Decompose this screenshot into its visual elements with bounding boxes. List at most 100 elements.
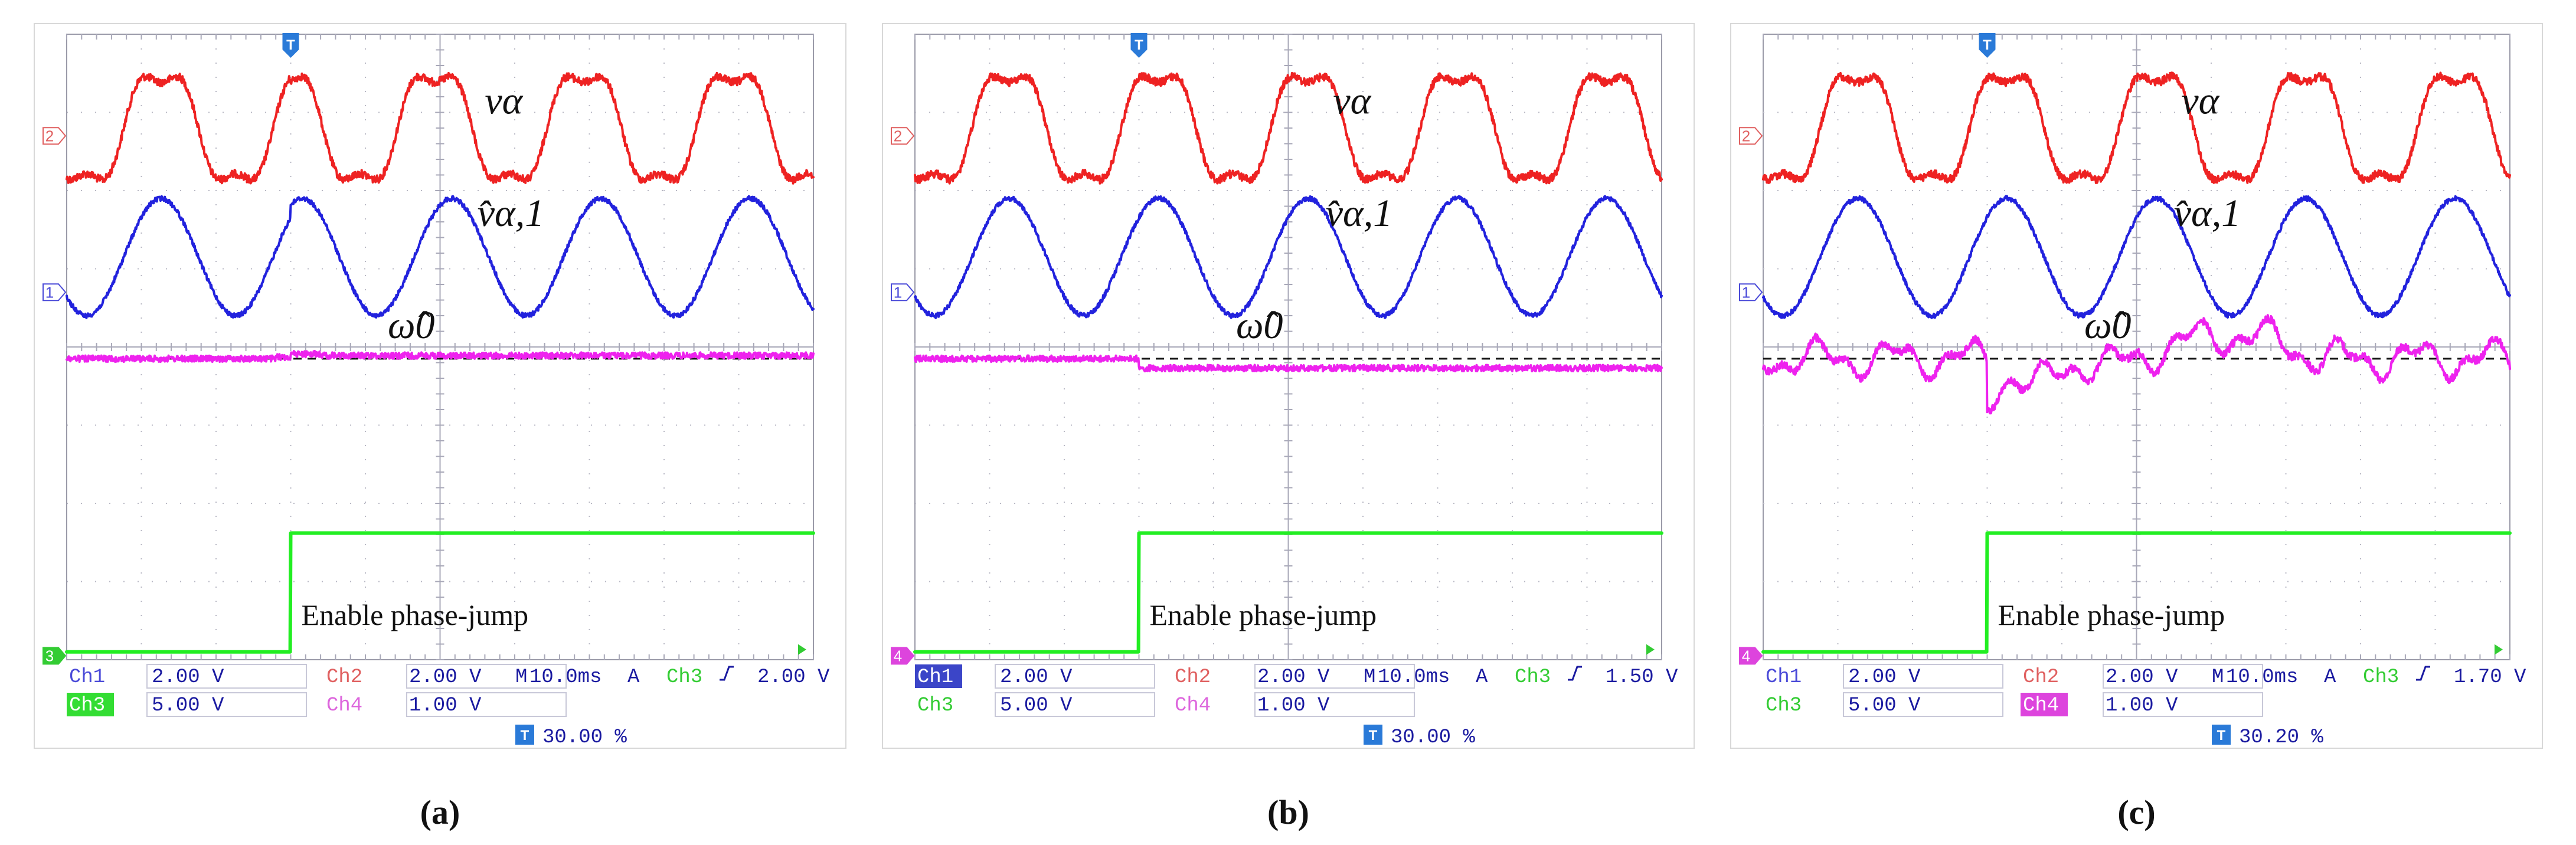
channel-scale: 1.00 V — [409, 695, 482, 717]
marker-shape — [1739, 127, 1763, 145]
trigger-label: T — [1983, 37, 1992, 53]
annotation-event: Enable phase-jump — [1998, 598, 2225, 631]
channel-label: Ch3 — [69, 695, 105, 717]
trace-v_alpha — [1762, 71, 2511, 184]
status-row1-item-3: A Ch3 2.00 V — [627, 666, 830, 689]
trigger-source: Ch3 — [666, 666, 702, 689]
channel-label: Ch1 — [917, 666, 953, 689]
trace-v_alpha — [66, 71, 815, 185]
channel-scale: 2.00 V — [1257, 666, 1330, 689]
bottom-channel-marker: 3 — [43, 647, 67, 665]
marker-label: 2 — [1742, 127, 1750, 145]
status-highlight — [915, 664, 962, 688]
status-row1-item-0: Ch1 2.00 V — [69, 666, 224, 689]
ch2-marker: 2 — [43, 127, 67, 145]
status-row1-item-3: A Ch3 1.70 V — [2324, 666, 2526, 689]
scale-box — [1254, 664, 1415, 689]
channel-scale: 2.00 V — [1848, 666, 1921, 689]
marker-shape — [43, 283, 67, 302]
scale-box — [2103, 664, 2263, 689]
trigger-source: Ch3 — [1515, 666, 1551, 689]
status-row1-item-1: Ch2 2.00 V — [2023, 666, 2178, 689]
timebase-label: M — [515, 666, 527, 689]
channel-scale: 5.00 V — [152, 695, 224, 717]
trace-v_hat_alpha_1 — [1762, 195, 2511, 319]
rising-edge-icon — [1568, 666, 1582, 681]
marker-label: 2 — [45, 127, 54, 145]
annotation-v-hat: v̂α,1 — [1326, 192, 1392, 235]
marker-label: 1 — [894, 283, 902, 301]
scale-box — [406, 664, 567, 689]
status-row2-item-1: Ch4 1.00 V — [1175, 695, 1330, 717]
annotation-event: Enable phase-jump — [302, 598, 529, 631]
annotation-v-hat: v̂α,1 — [2174, 192, 2241, 235]
channel-scale: 2.00 V — [2106, 666, 2178, 689]
scale-box — [1843, 692, 2003, 717]
timebase-label: M — [1364, 666, 1375, 689]
trigger-pos-icon-label: T — [2217, 728, 2226, 744]
scope-panel-3: 2 1 4 Tvα v̂α,1 ω̂0 Enable phase-jump Ch1 2.00 V… — [1730, 23, 2543, 749]
annotation-omega: ω̂0 — [2084, 304, 2132, 347]
marker-label: 3 — [45, 647, 54, 664]
trigger-pos-icon-label: T — [1369, 728, 1378, 744]
channel-scale: 1.00 V — [2106, 695, 2178, 717]
channel-label: Ch1 — [69, 666, 105, 689]
acq-label: A — [1476, 666, 1488, 689]
ch3-level-arrow — [798, 644, 806, 655]
trigger-label: T — [1135, 37, 1143, 53]
trigger-shape — [1979, 33, 1996, 58]
trace-omega_hat_0 — [914, 354, 1663, 373]
channel-label: Ch2 — [1175, 666, 1211, 689]
trigger-source: Ch3 — [2363, 666, 2399, 689]
trigger-shape — [282, 33, 299, 58]
trace-enable_phase_jump — [1761, 531, 2512, 654]
trigger-marker: T — [282, 33, 299, 58]
channel-scale: 2.00 V — [409, 666, 482, 689]
trigger-marker: T — [1130, 33, 1148, 58]
trace-omega_hat_0 — [1762, 314, 2511, 415]
bottom-channel-marker: 4 — [1739, 647, 1763, 665]
trigger-marker: T — [1979, 33, 1996, 58]
marker-shape — [43, 127, 67, 145]
channel-label: Ch4 — [2023, 695, 2059, 717]
scale-box — [995, 664, 1155, 689]
trace-v_alpha — [914, 71, 1663, 185]
marker-label: 1 — [45, 283, 54, 301]
panel-caption-2: (b) — [1267, 793, 1309, 831]
channel-scale: 2.00 V — [1000, 666, 1073, 689]
trigger-label: T — [286, 37, 295, 53]
channel-label: Ch2 — [2023, 666, 2059, 689]
annotation-event: Enable phase-jump — [1150, 598, 1377, 631]
scale-box — [146, 692, 307, 717]
trace-enable_phase_jump — [913, 531, 1663, 654]
annotation-v-alpha: vα — [1333, 80, 1371, 123]
trigger-position: T 30.00 % — [1364, 725, 1475, 749]
marker-label: 2 — [894, 127, 902, 145]
scale-box — [1254, 692, 1415, 717]
channel-label: Ch1 — [1766, 666, 1802, 689]
annotation-omega: ω̂0 — [388, 304, 435, 347]
ch2-marker: 2 — [1739, 127, 1763, 145]
ch2-marker: 2 — [891, 127, 915, 145]
trigger-position: T 30.20 % — [2212, 725, 2323, 749]
status-row2-item-0: Ch3 5.00 V — [67, 693, 224, 717]
ch3-level-arrow — [1646, 644, 1655, 655]
trigger-position: T 30.00 % — [515, 725, 627, 749]
channel-scale: 5.00 V — [1000, 695, 1073, 717]
marker-shape — [891, 127, 915, 145]
ch3-level-arrow — [2495, 644, 2503, 655]
scope-panel-2: 2 1 4 Tvα v̂α,1 ω̂0 Enable phase-jump Ch1 2.00 V… — [882, 23, 1695, 749]
channel-label: Ch4 — [1175, 695, 1211, 717]
scope-panel-1: 2 1 3 Tvα v̂α,1 ω̂0 Enable phase-jump Ch1 2.00 V… — [34, 23, 846, 749]
channel-scale: 1.00 V — [1257, 695, 1330, 717]
scale-box — [995, 692, 1155, 717]
marker-shape — [1739, 283, 1763, 302]
status-row2-item-1: Ch4 1.00 V — [2021, 693, 2178, 717]
trigger-position-value: 30.00 % — [542, 726, 627, 749]
status-row1-item-1: Ch2 2.00 V — [326, 666, 482, 689]
status-row2-item-0: Ch3 5.00 V — [1766, 695, 1921, 717]
status-row1-item-0: Ch1 2.00 V — [915, 664, 1073, 689]
status-row2-item-1: Ch4 1.00 V — [326, 695, 482, 717]
